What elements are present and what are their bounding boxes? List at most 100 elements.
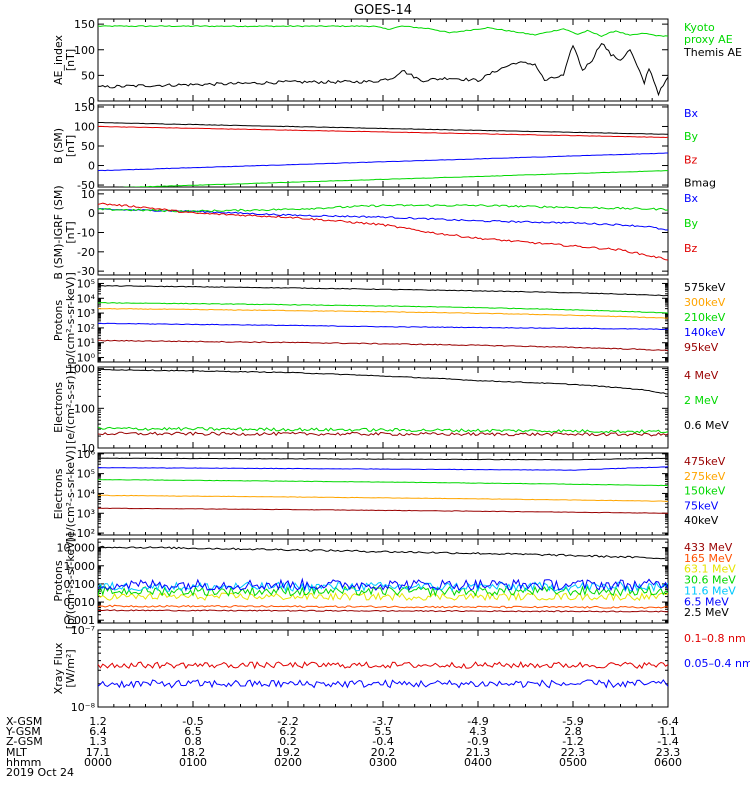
footer-value: 0.2 [279,735,297,748]
legend-label: 40keV [684,514,719,527]
panel-xray: 10⁻⁸ 10⁻⁷ Xray Flux[W/m²] 0.1–0.8 nm 0.05–0.… [52,624,750,714]
legend-label: 0.6 MeV [684,419,729,432]
series-line-protons2-6 [98,545,668,560]
legend-label: Bz [684,242,698,255]
series-line-protons2-0 [98,609,668,613]
y-tick-label: 0.010 [64,596,96,609]
y-tick-label: 50 [81,69,95,82]
series-line-electrons1-0 [98,431,668,437]
y-tick-label: 0 [88,207,95,220]
y-tick-label: 10³ [77,307,95,320]
footer-value: 0.8 [184,735,202,748]
panel-protons2: 0.001 0.010 0.100 1.000 10.000Protons[p/(cm²… [52,533,736,630]
y-tick-label: 10⁵ [77,277,95,290]
footer-value: 0300 [369,756,397,769]
series-line-ae-1 [98,42,668,97]
series-line-xray-1 [98,679,668,689]
legend-label: proxy AE [684,33,733,46]
y-axis-label: AE_index[nT] [52,34,77,85]
y-tick-label: 10⁻⁷ [71,624,95,637]
y-tick-label: -50 [77,179,95,192]
series-line-electrons2-0 [98,507,668,514]
series-line-protons2-1 [98,604,668,609]
footer-value: 0500 [559,756,587,769]
footer-value: 2.8 [564,725,582,738]
y-tick-label: 10³ [77,507,95,520]
legend-label: 2.5 MeV [684,606,729,619]
y-tick-label: 100 [74,120,95,133]
footer-value: 23.3 [656,746,681,759]
y-tick-label: 150 [74,18,95,31]
y-tick-label: 10⁶ [77,448,96,461]
series-line-electrons2-2 [98,479,668,487]
legend-label: 0.05–0.4 nm [684,657,750,670]
legend-label: By [684,217,699,230]
footer-value: 1.3 [89,735,107,748]
footer-value: 1.1 [659,725,677,738]
footer-value: 4.3 [469,725,487,738]
legend-label: 433 MeV [684,541,733,554]
series-line-electrons1-1 [98,426,668,434]
panel-frame [97,452,669,536]
panel-bdiff: 10 0 -10 -20 -30B (SM)-IGRF (SM)[nT] Bx By Bz [52,185,699,279]
footer-value: -4.9 [467,715,488,728]
panel-bsm: -50 0 50 100 150 B (SM)[nT] Bx By Bz Bmag [52,101,716,192]
series-line-electrons2-1 [98,494,668,502]
panel-electrons2: 10² 10³ 10⁴ 10⁵ 10⁶Electrons[e/(cm²-s-sr-keV… [52,446,726,542]
y-axis-label: Protons[p/(cm²-s-sr-keV)] [52,272,77,369]
legend-label: Kyoto [684,21,715,34]
y-tick-label: 50 [81,140,95,153]
footer-row-label: MLT [6,746,27,759]
y-axis-label: B (SM)[nT] [52,128,77,164]
series-line-bsm-0 [98,152,668,172]
y-tick-label: 10 [81,442,95,455]
footer-value: 0100 [179,756,207,769]
y-axis-label: Protons[p/(cm²-s-sr-keV)] [52,533,77,630]
panel-frame [97,189,669,276]
footer-value: -1.4 [657,735,678,748]
legend-label: 4 MeV [684,369,719,382]
legend-label: 150keV [684,485,726,498]
y-tick-label: 10¹ [77,337,95,350]
legend-label: 30.6 MeV [684,574,736,587]
y-tick-label: 10⁴ [77,487,96,500]
footer-row-label: Y-GSM [5,725,41,738]
footer-value: -6.4 [657,715,678,728]
panel-protons: 10⁰ 10¹ 10² 10³ 10⁴ 10⁵Protons[p/(cm²-s-sr-ke… [52,272,726,369]
series-line-bsm-3 [98,122,668,135]
series-line-protons-0 [98,285,668,297]
panel-frame [97,366,669,449]
footer-value: 20.2 [371,746,396,759]
legend-label: 275keV [684,470,726,483]
legend-label: 95keV [684,341,719,354]
legend-label: 575keV [684,281,726,294]
y-tick-label: 100 [74,44,95,57]
y-tick-label: 10⁻⁸ [71,701,96,714]
legend-label: 75keV [684,499,719,512]
footer-value: 6.4 [89,725,107,738]
series-line-protons-4 [98,339,668,352]
footer-value: 0200 [274,756,302,769]
footer-value: -3.7 [372,715,393,728]
y-tick-label: 0.100 [64,578,96,591]
legend-label: 2 MeV [684,394,719,407]
legend-label: 165 MeV [684,552,733,565]
footer-value: -2.2 [277,715,298,728]
y-tick-label: 0 [88,160,95,173]
series-line-bdiff-1 [98,204,668,213]
y-axis-label: Electrons[e/(cm²-s-sr-keV)] [52,446,77,542]
legend-label: 475keV [684,455,726,468]
legend-label: 140keV [684,326,726,339]
y-tick-label: 100 [74,402,95,415]
legend-label: Bz [684,153,698,166]
y-tick-label: -30 [77,265,95,278]
footer-row-label: Z-GSM [6,735,43,748]
y-tick-label: 10⁵ [77,468,95,481]
series-line-protons2-5 [98,577,668,592]
y-axis-label: Xray Flux[W/m²] [52,642,77,694]
y-tick-label: 0 [88,95,95,108]
series-line-electrons1-2 [98,368,668,395]
series-line-protons-3 [98,322,668,330]
